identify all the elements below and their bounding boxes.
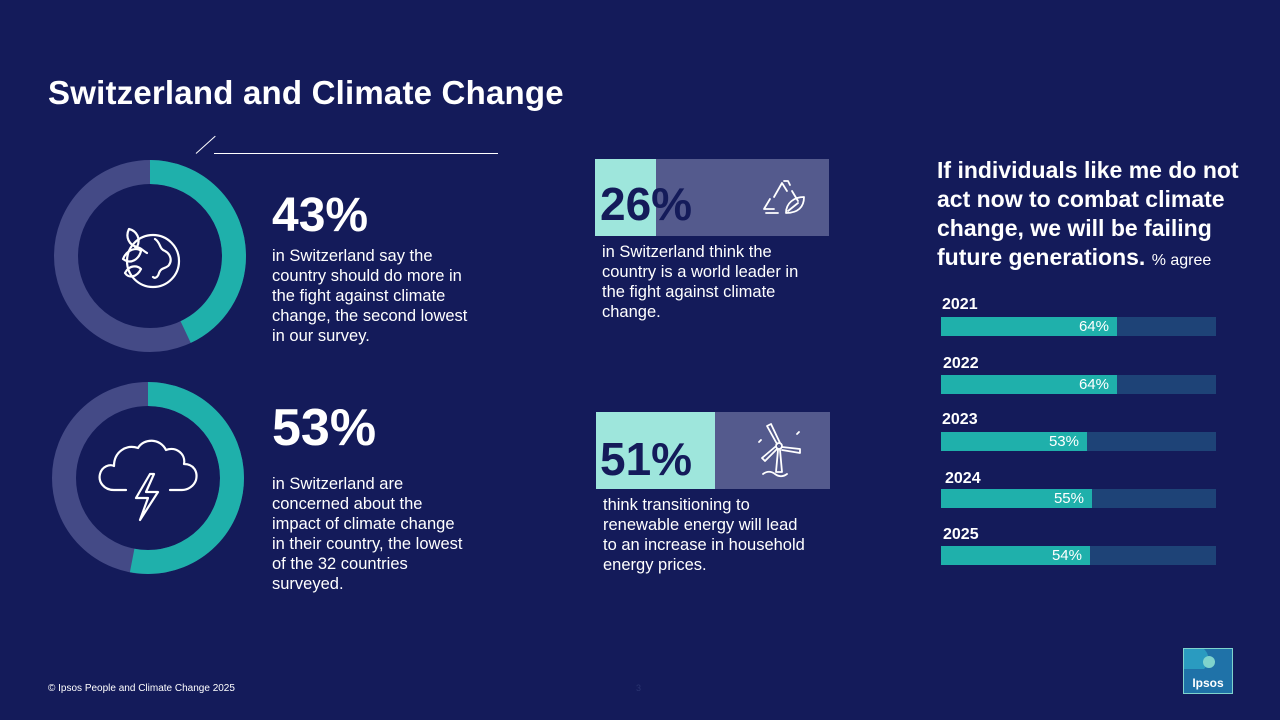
bar-value-label: 55% xyxy=(1053,490,1084,507)
stat-description-26: in Switzerland think the country is a wo… xyxy=(602,243,799,321)
recycle-leaf-icon xyxy=(760,175,808,226)
bar-fill xyxy=(941,546,1090,565)
bar-track: 64% xyxy=(941,375,1216,394)
page-number: 3 xyxy=(636,683,642,693)
bar-year-label: 2023 xyxy=(942,411,978,428)
stat-card-26: 26% xyxy=(595,159,829,236)
bar-year-label: 2025 xyxy=(943,526,979,543)
ipsos-logo: Ipsos xyxy=(1183,648,1233,694)
donut-fill xyxy=(52,382,244,574)
bar-fill xyxy=(941,432,1087,451)
stat-description-43: in Switzerland say the country should do… xyxy=(272,247,468,345)
storm-cloud-icon xyxy=(96,434,202,524)
bar-year-label: 2022 xyxy=(943,355,979,372)
page-title: Switzerland and Climate Change xyxy=(48,74,564,111)
stat-description-53: in Switzerland are concerned about the i… xyxy=(272,475,463,593)
stat-value-53: 53% xyxy=(272,399,377,457)
bar-fill xyxy=(941,489,1092,508)
bar-track: 54% xyxy=(941,546,1216,565)
stat-value-43: 43% xyxy=(272,189,369,242)
donut-fill xyxy=(54,160,246,352)
decorative-rule xyxy=(214,153,498,154)
bar-year-label: 2021 xyxy=(942,296,978,313)
bar-year-label: 2024 xyxy=(945,470,981,487)
donut-chart-53 xyxy=(52,382,244,574)
globe-leaf-icon xyxy=(115,221,187,293)
bar-track: 53% xyxy=(941,432,1216,451)
stat-value-51: 51% xyxy=(600,433,693,485)
stat-value-26: 26% xyxy=(600,178,693,230)
copyright-footer: © Ipsos People and Climate Change 2025 xyxy=(48,683,235,694)
chart-title: If individuals like me do not act now to… xyxy=(937,157,1239,270)
bar-fill xyxy=(941,375,1117,394)
wind-turbine-icon xyxy=(753,420,809,485)
bar-value-label: 64% xyxy=(1078,318,1109,335)
bar-track: 55% xyxy=(941,489,1216,508)
bar-value-label: 64% xyxy=(1078,376,1109,393)
chart-subtitle: % agree xyxy=(1151,252,1212,269)
bar-value-label: 54% xyxy=(1051,547,1082,564)
donut-chart-43 xyxy=(54,160,246,352)
decorative-rule-diagonal xyxy=(195,135,216,154)
stat-card-51: 51% xyxy=(596,412,830,489)
bar-value-label: 53% xyxy=(1048,433,1079,450)
bar-track: 64% xyxy=(941,317,1216,336)
bar-fill xyxy=(941,317,1117,336)
stat-description-51: think transitioning to renewable energy … xyxy=(603,496,805,574)
